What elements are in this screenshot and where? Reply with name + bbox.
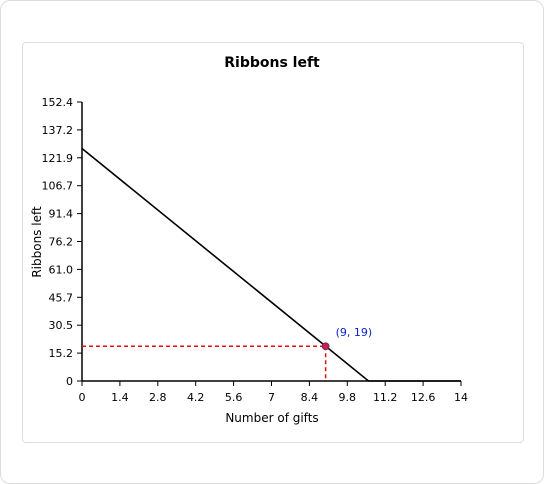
y-tick-label: 61.0 bbox=[49, 263, 74, 276]
x-tick-label: 4.2 bbox=[187, 391, 205, 404]
y-tick-label: 106.7 bbox=[42, 180, 74, 193]
x-tick-label: 11.2 bbox=[373, 391, 398, 404]
y-tick-label: 0 bbox=[66, 375, 73, 388]
highlight-point-label: (9, 19) bbox=[336, 326, 373, 339]
y-tick-label: 152.4 bbox=[42, 96, 74, 109]
y-tick-label: 45.7 bbox=[49, 291, 74, 304]
x-tick-label: 2.8 bbox=[149, 391, 167, 404]
x-tick-label: 14 bbox=[454, 391, 468, 404]
y-axis-title: Ribbons left bbox=[30, 206, 44, 278]
series-line bbox=[81, 147, 461, 382]
y-tick-label: 121.9 bbox=[42, 152, 74, 165]
x-tick-label: 1.4 bbox=[111, 391, 129, 404]
y-tick-label: 137.2 bbox=[42, 124, 74, 137]
y-tick-label: 15.2 bbox=[49, 347, 74, 360]
y-tick-label: 91.4 bbox=[49, 208, 74, 221]
x-tick-label: 9.8 bbox=[339, 391, 357, 404]
chart-title: Ribbons left bbox=[224, 55, 320, 71]
plot-area: 0 1.4 2.8 4.2 5.6 7 8.4 9.8 11.2 12.6 14 0 15.2 30.5 4… bbox=[42, 96, 469, 404]
x-tick-label: 5.6 bbox=[225, 391, 243, 404]
y-tick-label: 30.5 bbox=[49, 319, 74, 332]
x-tick-label: 7 bbox=[268, 391, 275, 404]
x-tick-label: 12.6 bbox=[411, 391, 436, 404]
chart-card bbox=[22, 42, 524, 443]
highlight-point bbox=[321, 342, 330, 351]
x-tick-label: 0 bbox=[79, 391, 86, 404]
y-tick-label: 76.2 bbox=[49, 236, 74, 249]
x-axis-title: Number of gifts bbox=[225, 411, 318, 425]
x-tick-label: 8.4 bbox=[301, 391, 319, 404]
